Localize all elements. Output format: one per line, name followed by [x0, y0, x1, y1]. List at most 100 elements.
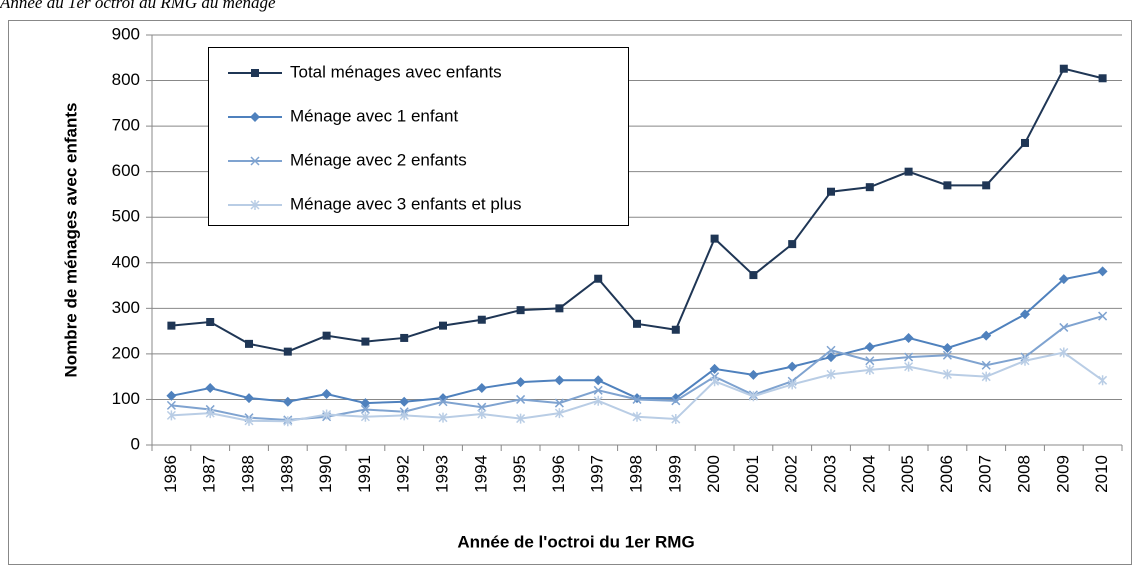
marker	[438, 412, 448, 423]
marker	[942, 342, 953, 353]
marker	[943, 181, 952, 190]
marker	[710, 234, 719, 243]
marker	[251, 69, 259, 77]
marker	[244, 393, 254, 404]
marker	[632, 394, 642, 404]
marker	[632, 411, 642, 422]
x-tick-label: 2003	[820, 455, 839, 493]
x-tick-label: 2000	[704, 455, 723, 493]
x-tick-label: 2006	[937, 455, 956, 493]
marker	[438, 393, 448, 404]
x-tick-label: 1997	[588, 455, 607, 493]
marker	[749, 271, 758, 280]
marker	[865, 183, 874, 192]
marker	[516, 413, 526, 424]
marker	[903, 332, 914, 343]
marker	[709, 363, 720, 374]
marker	[245, 339, 253, 348]
x-tick-label: 1996	[549, 455, 568, 493]
x-tick-label: 2008	[1014, 455, 1033, 493]
marker	[205, 383, 216, 394]
x-tick-label: 2001	[743, 455, 762, 493]
marker	[904, 352, 914, 362]
marker	[361, 337, 370, 346]
marker	[748, 391, 758, 402]
y-tick-label: 600	[112, 161, 140, 180]
marker	[250, 112, 260, 122]
marker	[593, 375, 604, 386]
x-tick-label: 2009	[1053, 455, 1072, 493]
legend-label: Ménage avec 3 enfants et plus	[290, 194, 522, 213]
x-tick-label: 1995	[510, 455, 529, 493]
marker	[671, 325, 680, 334]
marker	[360, 411, 370, 422]
marker	[827, 187, 835, 196]
x-axis-label: Année de l'octroi du 1er RMG	[457, 532, 694, 551]
x-tick-label: 2010	[1092, 455, 1111, 493]
marker	[206, 318, 215, 326]
marker	[555, 304, 564, 313]
marker	[982, 181, 991, 190]
marker	[283, 347, 292, 356]
marker	[438, 397, 448, 407]
marker	[942, 350, 952, 360]
marker	[826, 369, 836, 380]
marker	[1059, 347, 1069, 358]
marker	[981, 330, 992, 341]
marker	[1059, 64, 1068, 73]
marker	[283, 416, 293, 427]
y-tick-label: 100	[112, 389, 140, 408]
marker	[476, 383, 487, 394]
x-tick-label: 1991	[355, 455, 374, 493]
marker	[904, 167, 913, 176]
marker	[321, 388, 332, 399]
x-tick-label: 1989	[277, 455, 296, 493]
marker	[477, 409, 487, 420]
y-tick-label: 900	[112, 24, 140, 43]
marker	[864, 342, 875, 353]
marker	[250, 200, 260, 210]
marker	[516, 394, 526, 404]
marker	[554, 408, 564, 419]
marker	[477, 315, 486, 324]
marker	[671, 396, 681, 406]
legend-label: Ménage avec 2 enfants	[290, 150, 467, 169]
marker	[787, 361, 798, 372]
x-tick-label: 1999	[665, 455, 684, 493]
x-tick-label: 1990	[316, 455, 335, 493]
marker	[166, 400, 176, 410]
y-tick-label: 500	[112, 207, 140, 226]
y-tick-label: 300	[112, 298, 140, 317]
marker	[788, 240, 797, 249]
x-tick-label: 2007	[976, 455, 995, 493]
x-tick-label: 2004	[859, 455, 878, 493]
marker	[1021, 138, 1029, 147]
marker	[787, 379, 797, 390]
marker	[748, 369, 759, 380]
marker	[904, 361, 914, 372]
marker	[322, 409, 332, 420]
marker	[1020, 355, 1030, 366]
marker	[515, 377, 526, 388]
y-tick-label: 200	[112, 343, 140, 362]
marker	[399, 396, 410, 407]
legend-label: Ménage avec 1 enfant	[290, 106, 459, 125]
marker	[400, 333, 409, 342]
marker	[593, 395, 603, 406]
y-tick-label: 800	[112, 70, 140, 89]
marker	[671, 414, 681, 425]
marker	[554, 398, 564, 408]
y-tick-label: 700	[112, 116, 140, 135]
y-tick-label: 0	[131, 434, 140, 453]
marker	[282, 396, 293, 407]
marker	[865, 356, 875, 366]
marker	[1059, 322, 1069, 332]
marker	[1098, 74, 1107, 83]
marker	[360, 404, 370, 414]
marker	[1098, 311, 1108, 321]
x-tick-label: 2005	[898, 455, 917, 493]
marker	[594, 274, 603, 283]
marker	[516, 306, 525, 315]
x-tick-label: 1987	[200, 455, 219, 493]
y-tick-label: 400	[112, 252, 140, 271]
